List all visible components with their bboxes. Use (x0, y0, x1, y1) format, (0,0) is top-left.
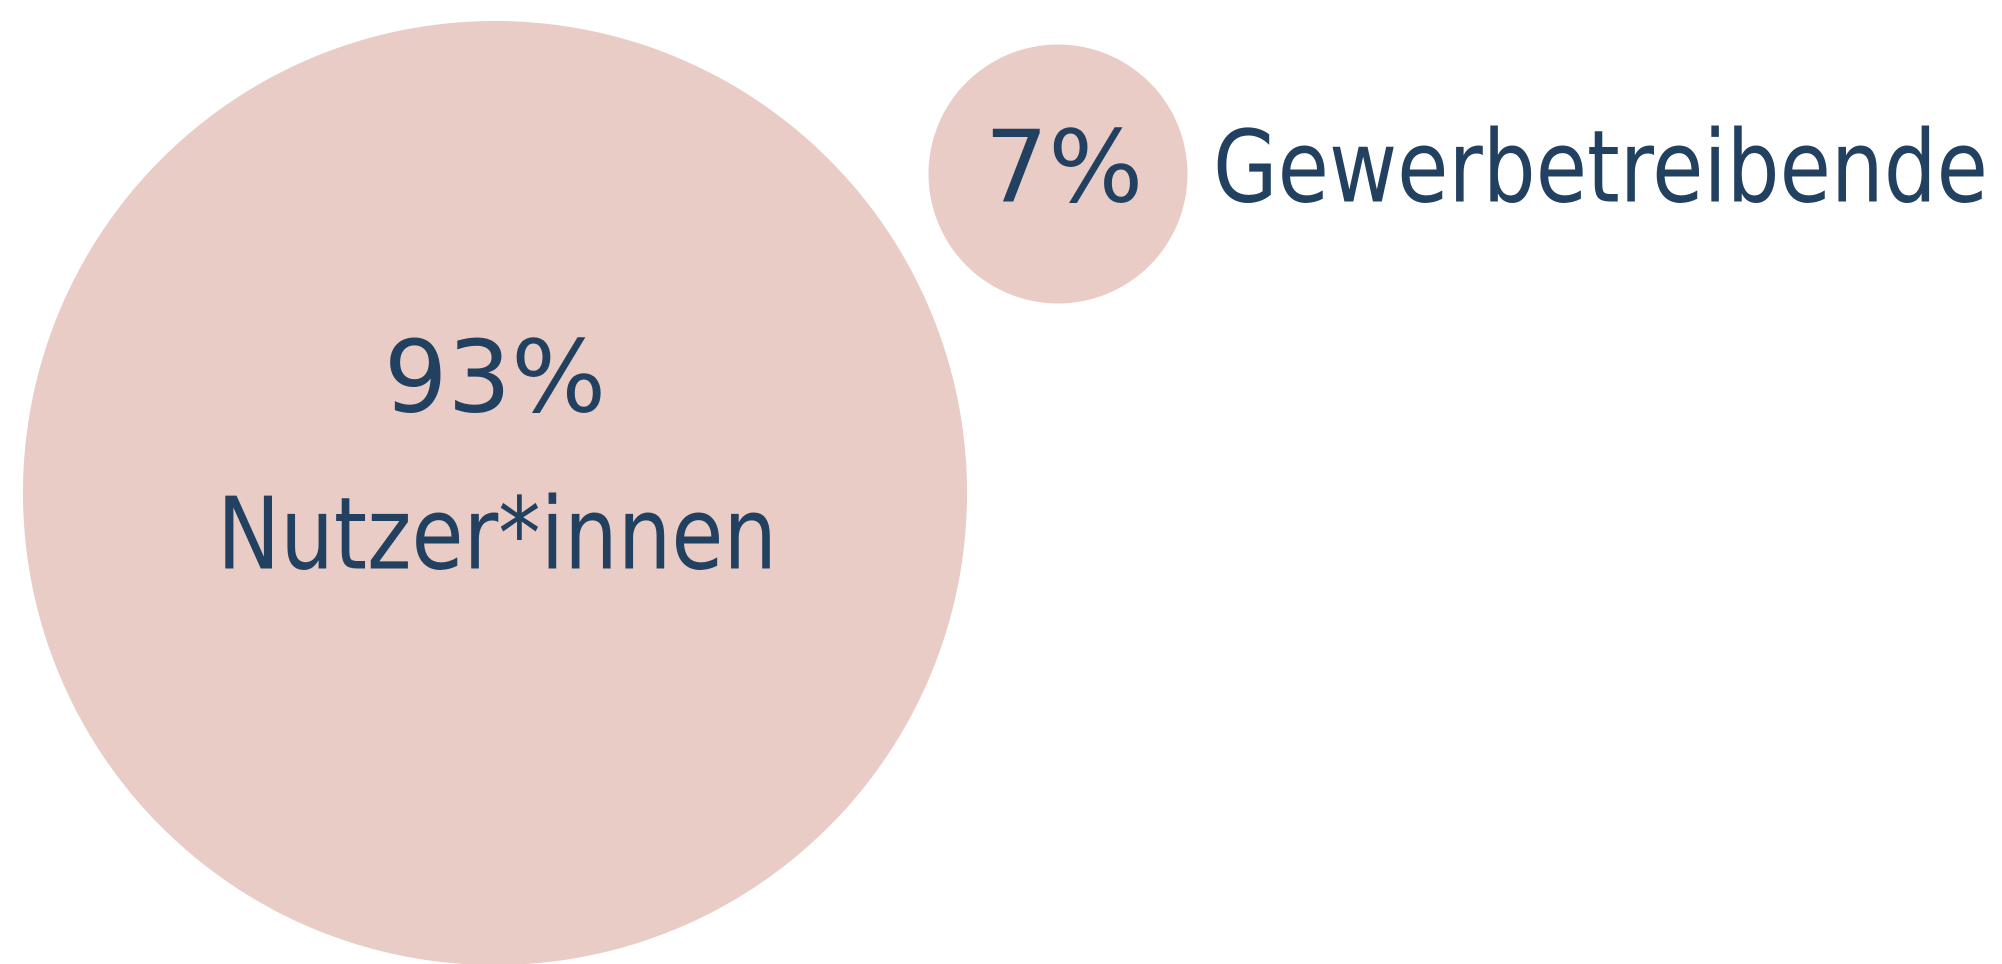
value-label: 7% (985, 108, 1144, 225)
category-label: Gewerbetreibende (1213, 108, 1988, 225)
bubble (23, 21, 967, 964)
value-label: 93% (384, 318, 606, 435)
bubble (928, 44, 1188, 304)
category-label: Nutzer*innen (217, 475, 777, 592)
